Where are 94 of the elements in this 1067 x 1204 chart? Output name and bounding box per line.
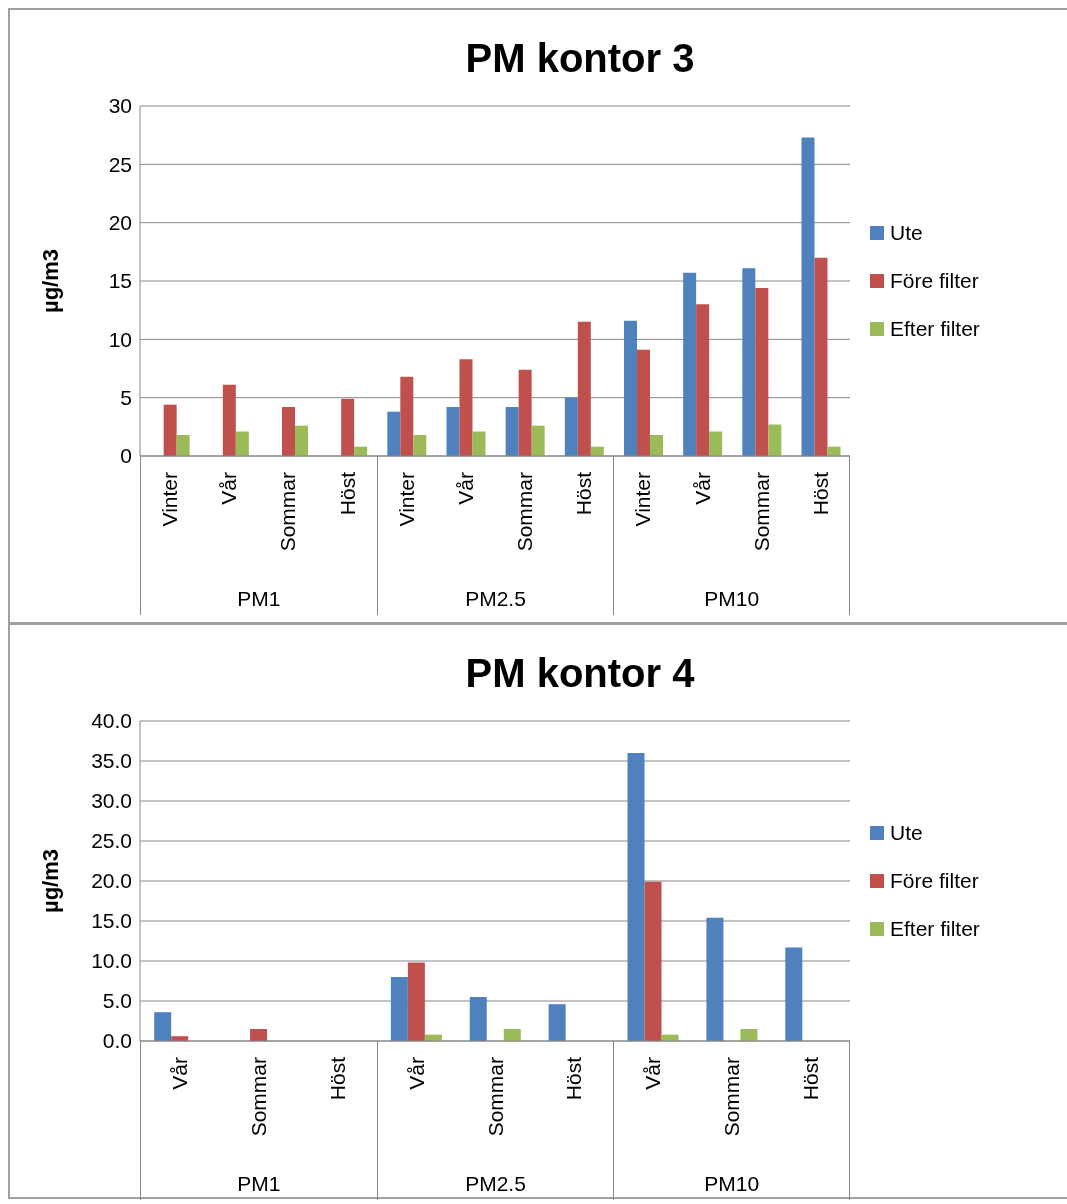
text: PM1 [236,1172,282,1196]
text: PM10 [703,587,761,611]
bar [709,431,723,456]
x-tick-label: Sommar [246,1057,270,1137]
bar [459,359,473,456]
bar [281,407,295,456]
y-tick-label: 0 [120,444,132,468]
x-tick-label: Sommar [513,472,537,552]
legend-label: Före filter [890,269,979,293]
x-tick-label: Vår [453,472,477,505]
x-tick-label: Sommar [720,1057,744,1137]
y-tick-label: 5 [120,386,132,410]
y-tick-label: 35.0 [91,749,132,773]
bar [400,376,414,456]
x-tick-label: Sommar [483,1057,507,1137]
text: PM2.5 [464,1172,527,1196]
chart-title: PM kontor 3 [464,35,696,82]
x-tick-label: Höst [325,1056,349,1101]
bar [503,1029,521,1041]
x-tick-label: Vår [641,1057,665,1090]
bar [390,977,408,1041]
bar [785,947,803,1041]
y-tick-label: 30 [108,94,132,118]
bar [755,288,769,456]
x-tick-label: Vinter [394,472,418,527]
legend-label: Efter filter [890,317,980,341]
bar [696,304,710,456]
chart-title: PM kontor 4 [464,650,696,697]
y-tick-label: 0.0 [102,1029,132,1053]
x-tick-label: Höst [799,1056,823,1101]
x-tick-label: Vår [690,472,714,505]
bar [801,137,815,456]
y-tick-label: 10.0 [91,949,132,973]
y-tick-label: 20 [108,211,132,235]
legend-label: Efter filter [890,917,980,941]
y-tick-label: 10 [108,327,132,351]
bar [505,407,519,456]
x-tick-label: Vår [167,1057,191,1090]
bar [341,398,355,456]
text: PM2.5 [464,587,527,611]
bar [235,431,249,456]
y-tick-label: 15 [108,269,132,293]
bar [176,435,190,456]
bar [531,425,545,456]
bar [518,369,532,456]
bar [472,431,486,456]
text: PM10 [703,1172,761,1196]
x-tick-label: Vår [217,472,241,505]
bar [740,1029,758,1041]
bar [469,997,487,1041]
y-axis-title: µg/m3 [37,248,63,314]
legend-label: Ute [890,221,923,245]
bar [644,881,662,1041]
bar [564,397,578,456]
bar [413,435,427,456]
x-tick-label: Höst [572,471,596,516]
bar [163,404,177,456]
bar [683,272,697,456]
y-tick-label: 25 [108,152,132,176]
bar [706,917,724,1041]
x-tick-label: Vår [404,1057,428,1090]
bar [387,411,401,456]
y-tick-label: 30.0 [91,789,132,813]
x-tick-label: Vinter [158,472,182,527]
bar [250,1029,268,1041]
bar [627,753,645,1041]
bar [294,425,308,456]
bar [548,1004,566,1041]
x-tick-label: Höst [808,471,832,516]
text: PM1 [236,587,282,611]
bar [623,320,637,456]
x-tick-label: Höst [562,1056,586,1101]
legend-label: Före filter [890,869,979,893]
bar [768,424,782,456]
bar [446,407,460,456]
x-tick-label: Sommar [276,472,300,552]
bar [814,257,828,456]
bar [222,384,236,456]
y-tick-label: 40.0 [91,709,132,733]
legend-label: Ute [890,821,923,845]
bar [742,268,756,456]
y-tick-label: 5.0 [102,989,132,1013]
bar [649,435,663,456]
y-axis-title: µg/m3 [37,848,63,914]
y-tick-label: 15.0 [91,909,132,933]
bar [577,321,591,456]
y-tick-label: 25.0 [91,829,132,853]
bar [407,962,425,1041]
x-tick-label: Sommar [749,472,773,552]
y-tick-label: 20.0 [91,869,132,893]
bar [154,1012,172,1041]
x-tick-label: Höst [335,471,359,516]
x-tick-label: Vinter [631,472,655,527]
bar [636,349,650,456]
